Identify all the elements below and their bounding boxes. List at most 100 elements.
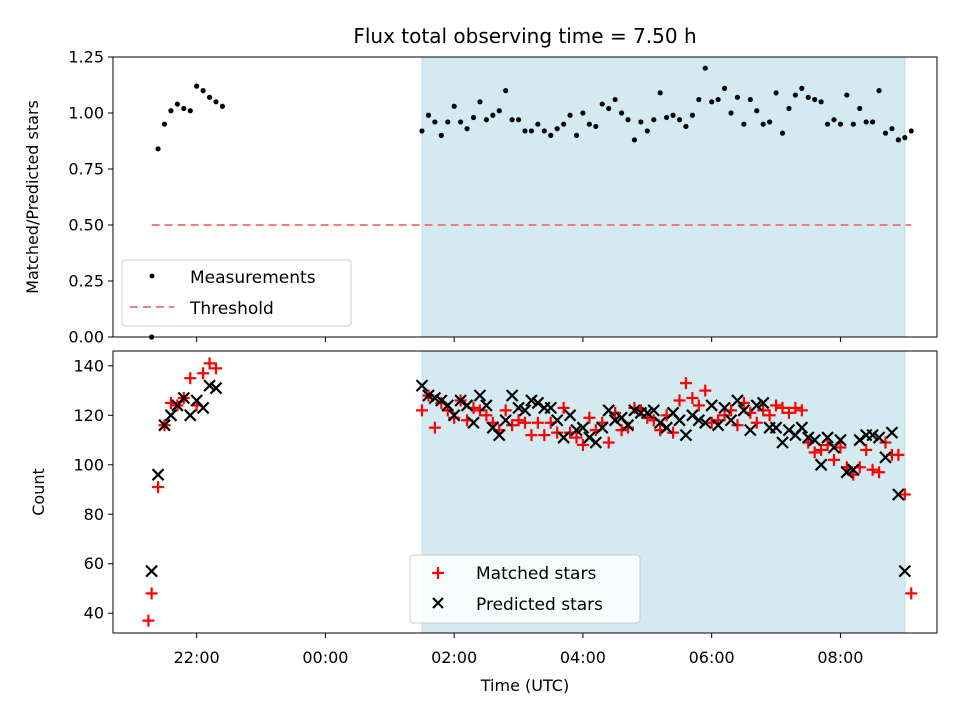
ratio-y-tick-label: 0.00	[68, 328, 104, 347]
count-panel-frame	[112, 350, 938, 634]
matched-star-point	[905, 587, 918, 600]
predicted-star-point	[660, 421, 673, 434]
predicted-star-point	[183, 409, 197, 422]
measurement-point	[625, 117, 631, 123]
predicted-star-point	[203, 379, 216, 392]
measurement-point	[857, 105, 863, 112]
measurement-point	[805, 94, 811, 100]
matched-star-point	[602, 436, 615, 449]
measurement-point	[734, 94, 741, 100]
measurement-point	[490, 112, 496, 118]
count-legend: Matched stars Predicted stars	[409, 554, 641, 624]
measurement-point	[483, 117, 489, 123]
predicted-star-point	[563, 409, 577, 422]
matched-star-point	[873, 466, 886, 479]
measurement-point	[554, 126, 560, 132]
measurement-point	[715, 96, 721, 103]
x-tick-label: 06:00	[689, 648, 735, 667]
matched-star-point	[570, 431, 583, 444]
legend-predicted-stars: Predicted stars	[476, 595, 603, 615]
measurement-point	[844, 92, 850, 98]
predicted-star-point	[737, 404, 751, 417]
matched-star-point	[557, 401, 570, 414]
count-y-tick-label: 60	[84, 554, 104, 573]
measurement-point	[477, 99, 483, 105]
matched-star-point	[763, 409, 776, 422]
measurement-point	[760, 121, 766, 127]
predicted-star-point	[499, 413, 512, 427]
measurement-point	[618, 110, 625, 116]
measurement-point	[741, 121, 747, 127]
measurement-point	[850, 121, 856, 127]
measurement-point	[831, 117, 837, 123]
measurement-point	[676, 117, 683, 123]
count-y-tick-label: 120	[73, 406, 104, 425]
measurement-point	[509, 117, 515, 123]
measurement-point	[876, 88, 882, 94]
measurement-point	[889, 126, 895, 132]
measurement-point	[161, 121, 168, 127]
measurement-point	[908, 128, 914, 134]
measurement-point	[837, 121, 844, 127]
legend-predicted-marker	[432, 597, 444, 609]
measurement-point	[863, 119, 869, 125]
predicted-star-point	[557, 431, 570, 444]
matched-star-point	[757, 404, 770, 417]
measurement-point	[213, 99, 219, 105]
measurement-point	[528, 128, 535, 134]
predicted-star-point	[679, 428, 693, 442]
measurement-point	[194, 83, 200, 89]
measurement-point	[728, 110, 734, 116]
matched-star-point	[197, 367, 210, 380]
matched-star-point	[892, 448, 905, 461]
matched-star-point	[416, 404, 428, 417]
predicted-star-point	[621, 418, 635, 432]
measurement-point	[824, 121, 831, 127]
matched-star-point	[551, 426, 564, 439]
measurement-point	[651, 117, 657, 123]
chart-title: Flux total observing time = 7.50 h	[353, 24, 696, 48]
matched-star-point	[519, 416, 531, 429]
measurement-point	[580, 110, 586, 116]
count-y-tick-label: 40	[84, 604, 104, 623]
matched-star-point	[184, 372, 197, 385]
measurement-point	[573, 132, 580, 138]
count-y-tick-label: 100	[73, 455, 104, 474]
measurement-point	[747, 96, 753, 103]
measurement-point	[219, 103, 226, 109]
x-tick-label: 22:00	[174, 648, 220, 667]
matched-star-point	[834, 441, 847, 454]
matched-star-point	[538, 429, 551, 442]
measurement-point	[721, 85, 728, 91]
measurement-point	[174, 101, 180, 107]
predicted-star-point	[505, 389, 519, 402]
measurement-point	[644, 128, 650, 134]
x-tick-label: 02:00	[431, 648, 477, 667]
measurement-point	[638, 119, 644, 125]
measurement-point	[445, 119, 451, 125]
predicted-star-point	[441, 399, 455, 412]
measurement-point	[522, 128, 528, 134]
ratio-y-axis-label: Matched/Predicted stars	[23, 100, 42, 294]
measurement-point	[458, 119, 464, 125]
measurement-point	[754, 108, 760, 114]
matched-star-point	[145, 587, 158, 600]
measurement-point	[181, 105, 187, 112]
measurement-point	[548, 132, 554, 138]
matched-star-point	[795, 404, 808, 417]
predicted-star-point	[872, 431, 886, 444]
measurement-point	[895, 137, 901, 143]
predicted-star-point	[756, 396, 770, 410]
ratio-y-tick-label: 0.50	[68, 216, 104, 235]
predicted-star-point	[776, 436, 789, 449]
matched-star-point	[210, 362, 222, 375]
measurement-point	[432, 119, 438, 125]
predicted-star-point	[177, 391, 191, 405]
predicted-star-point	[692, 413, 706, 427]
predicted-star-point	[898, 564, 912, 578]
predicted-star-point	[705, 399, 718, 412]
matched-star-point	[673, 394, 686, 407]
matched-star-point	[152, 481, 165, 494]
matched-star-point	[866, 463, 879, 476]
predicted-star-point	[473, 389, 487, 402]
